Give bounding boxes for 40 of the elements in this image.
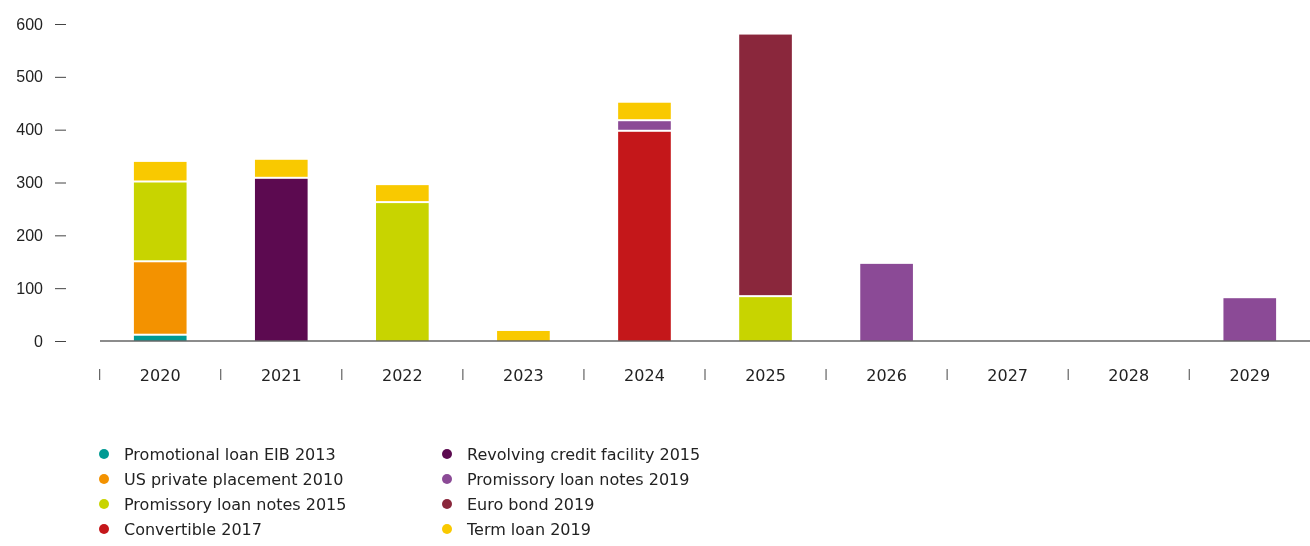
legend-label: US private placement 2010 <box>124 470 344 489</box>
x-tick-label: 2023 <box>503 366 544 385</box>
y-tick-label: 500 <box>16 68 44 86</box>
bar <box>133 182 187 261</box>
y-tick-label: 0 <box>34 332 44 350</box>
x-tick-label: 2024 <box>624 366 665 385</box>
x-tick-label: 2026 <box>866 366 907 385</box>
bar <box>497 330 550 341</box>
bar <box>618 102 671 120</box>
legend-label: Convertible 2017 <box>124 520 262 539</box>
bar <box>860 263 913 341</box>
y-tick-label: 300 <box>16 174 44 192</box>
bar <box>1223 298 1277 341</box>
x-tick-label: 2028 <box>1108 366 1150 385</box>
x-tick-label: 2029 <box>1229 366 1271 385</box>
x-tick-label: 2022 <box>381 366 423 385</box>
legend-label: Revolving credit facility 2015 <box>467 445 701 464</box>
bar <box>254 178 308 341</box>
bar <box>618 131 671 341</box>
bar <box>739 297 792 341</box>
bar <box>376 203 429 341</box>
bar <box>133 262 187 334</box>
legend-label: Term loan 2019 <box>466 520 591 539</box>
legend-label: Promissory loan notes 2019 <box>467 470 690 489</box>
bar <box>618 121 671 130</box>
x-tick-label: 2021 <box>260 366 302 385</box>
legend-label: Promissory loan notes 2015 <box>124 495 347 514</box>
x-tick-label: 2025 <box>745 366 786 385</box>
y-tick-label: 600 <box>16 15 44 33</box>
y-tick-label: 400 <box>16 121 44 139</box>
bar <box>739 34 792 296</box>
y-tick-label: 100 <box>16 279 44 297</box>
x-tick-label: 2027 <box>987 366 1029 385</box>
bar <box>376 185 429 202</box>
x-tick-label: 2020 <box>139 366 181 385</box>
legend-label: Promotional loan EIB 2013 <box>124 445 336 464</box>
legend-label: Euro bond 2019 <box>467 495 595 514</box>
y-tick-label: 200 <box>16 226 44 244</box>
bar <box>133 161 187 181</box>
bar <box>254 159 308 177</box>
